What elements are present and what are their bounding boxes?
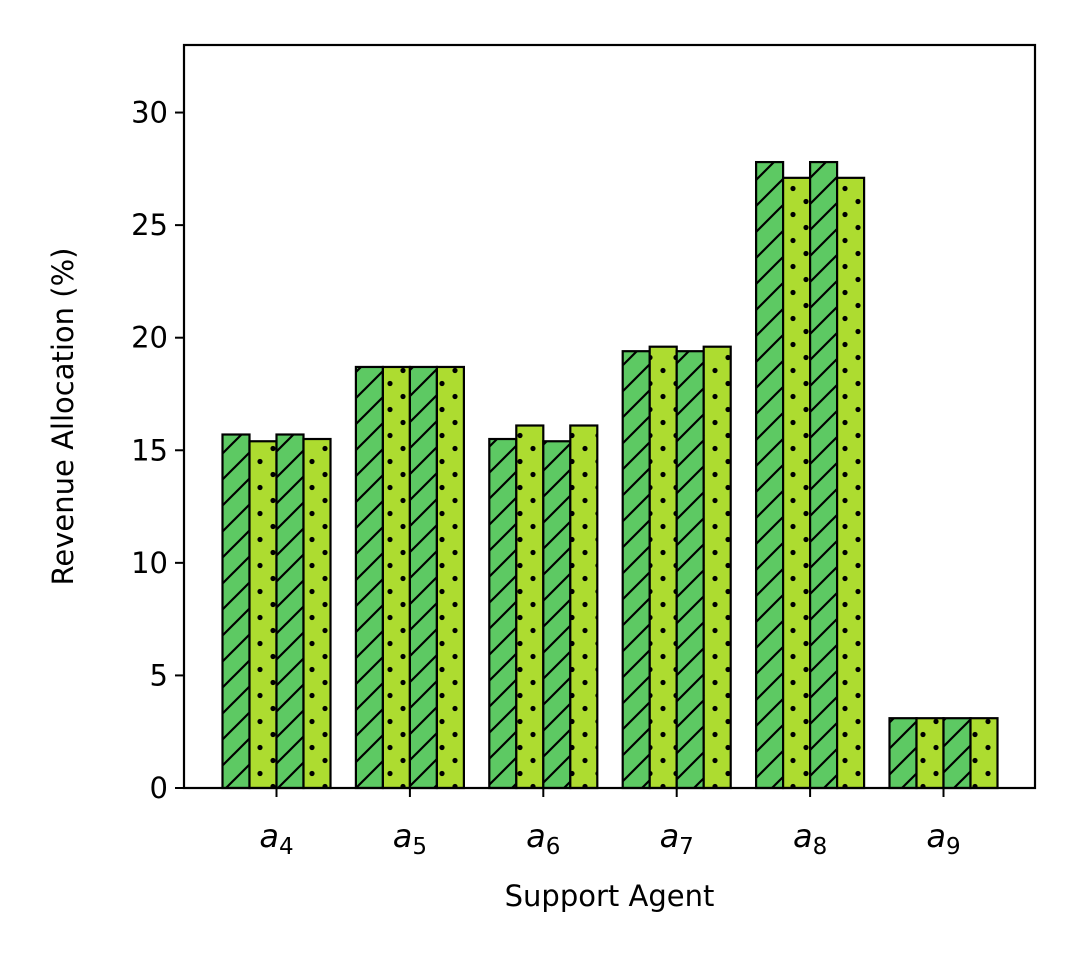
x-axis-label: Support Agent — [505, 879, 715, 913]
bar-a5-series-1-hatch — [355, 366, 383, 788]
bar-a8-series-3-hatch — [810, 162, 838, 788]
x-tick-label-a8: a8 — [793, 817, 827, 860]
x-tick-label-a4: a4 — [259, 817, 293, 860]
bar-a6-series-4-hatch — [570, 425, 598, 788]
bar-a8-series-1-hatch — [756, 162, 784, 788]
bar-a9-series-1-hatch — [889, 718, 917, 788]
bar-a9-series-4-hatch — [970, 718, 998, 788]
bar-a6-series-3-hatch — [543, 441, 571, 788]
bar-a9-series-3-hatch — [943, 718, 971, 788]
bar-a8-series-2-hatch — [783, 177, 811, 788]
y-tick-label-5: 5 — [150, 658, 168, 692]
y-axis: 0 5 10 15 20 25 30 — [131, 96, 184, 805]
bar-a7-series-3-hatch — [676, 351, 704, 788]
bar-a6-series-1-hatch — [489, 439, 517, 788]
bar-a5-series-2-hatch — [382, 366, 410, 788]
y-tick-label-0: 0 — [150, 771, 168, 805]
bar-a4-series-2-hatch — [249, 441, 277, 788]
y-tick-label-20: 20 — [131, 321, 168, 355]
bar-a4-series-4-hatch — [303, 439, 331, 788]
bar-a7-series-1-hatch — [622, 351, 650, 788]
x-tick-label-a6: a6 — [526, 817, 560, 860]
x-tick-label-a7: a7 — [660, 817, 694, 860]
y-axis-label: Revenue Allocation (%) — [46, 248, 80, 586]
bar-a6-series-2-hatch — [516, 425, 544, 788]
y-tick-label-30: 30 — [131, 96, 168, 130]
bar-a5-series-3-hatch — [409, 366, 437, 788]
bar-a7-series-2-hatch — [649, 346, 677, 788]
bar-a4-series-3-hatch — [276, 434, 304, 788]
bar-a5-series-4-hatch — [436, 366, 464, 788]
y-tick-label-10: 10 — [131, 546, 168, 580]
plot-bars — [221, 160, 999, 790]
y-tick-label-25: 25 — [131, 208, 168, 242]
x-tick-label-a5: a5 — [393, 817, 427, 860]
x-axis: a4 a5 a6 a7 a8 a9 — [259, 788, 961, 860]
x-tick-label-a9: a9 — [926, 817, 960, 860]
y-tick-label-15: 15 — [131, 433, 168, 467]
bar-a9-series-2-hatch — [916, 718, 944, 788]
bar-a4-series-1-hatch — [222, 434, 250, 788]
plot-frame — [182, 43, 1037, 790]
bar-a8-series-4-hatch — [837, 177, 865, 788]
bar-a7-series-4-hatch — [703, 346, 731, 788]
